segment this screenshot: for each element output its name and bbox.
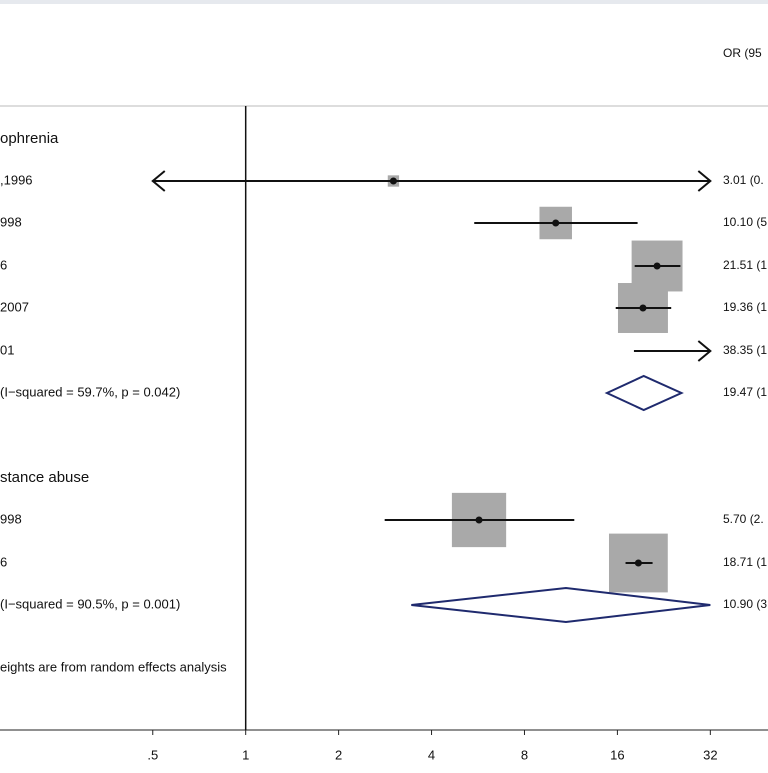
pooled-label: (I−squared = 59.7%, p = 0.042) <box>0 384 180 399</box>
or-text: 10.90 (3 <box>723 597 767 611</box>
study-label: 998 <box>0 511 22 526</box>
study-label: 2007 <box>0 299 29 314</box>
or-text: 21.51 (1 <box>723 258 767 272</box>
study-label: 6 <box>0 257 7 272</box>
study-label: 01 <box>0 342 14 357</box>
study-label: 998 <box>0 214 22 229</box>
ci-arrow <box>697 340 712 362</box>
or-text: 38.35 (1 <box>723 343 767 357</box>
x-tick-label: 1 <box>242 747 249 762</box>
or-text: 18.71 (1 <box>723 555 767 569</box>
study-label: ,1996 <box>0 172 33 187</box>
x-tick-label: .5 <box>147 747 158 762</box>
plot-area <box>387 175 683 593</box>
note-label: eights are from random effects analysis <box>0 659 227 674</box>
ci-arrow <box>697 170 712 192</box>
heading-label: stance abuse <box>0 469 89 486</box>
column-header: OR (95 <box>723 46 762 60</box>
x-tick-label: 32 <box>703 747 717 762</box>
or-text: 5.70 (2. <box>723 512 764 526</box>
pooled-label: (I−squared = 90.5%, p = 0.001) <box>0 596 180 611</box>
x-tick-label: 4 <box>428 747 435 762</box>
or-text: 19.47 (1 <box>723 385 767 399</box>
x-tick-label: 2 <box>335 747 342 762</box>
or-text: 19.36 (1 <box>723 300 767 314</box>
pooled-diamond <box>604 374 684 412</box>
ci-arrow <box>151 170 166 192</box>
x-tick-label: 8 <box>521 747 528 762</box>
x-tick-label: 16 <box>610 747 624 762</box>
or-text: 3.01 (0. <box>723 173 764 187</box>
heading-label: ophrenia <box>0 130 59 147</box>
or-text: 10.10 (5 <box>723 215 767 229</box>
pooled-diamond <box>411 586 711 624</box>
study-label: 6 <box>0 554 7 569</box>
top-band <box>0 0 768 4</box>
